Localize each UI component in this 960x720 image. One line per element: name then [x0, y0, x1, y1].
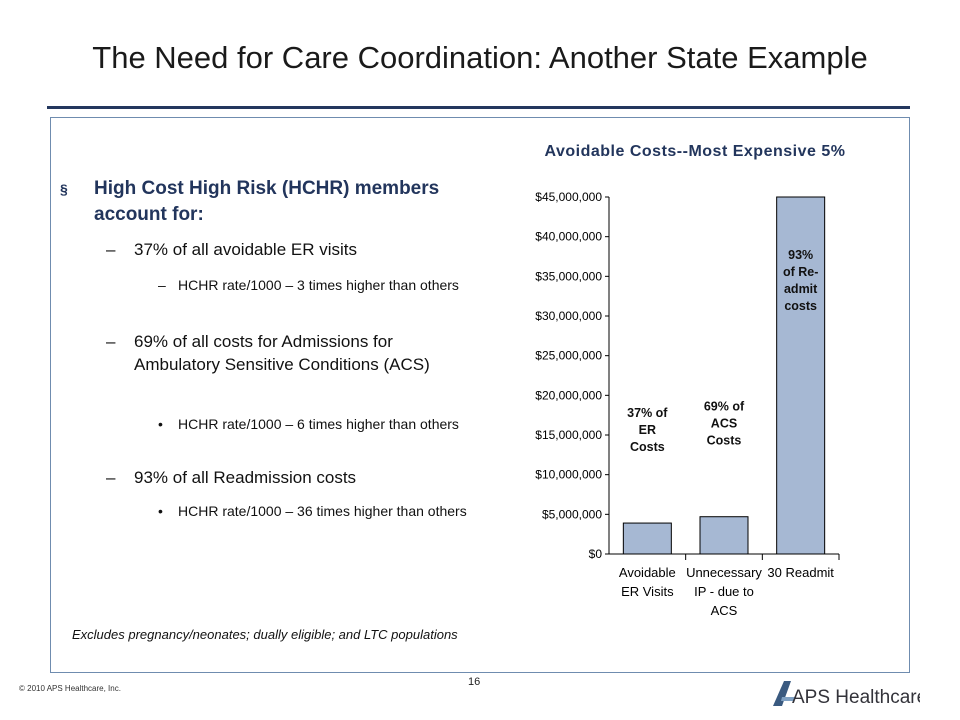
y-tick-label: $5,000,000: [542, 507, 602, 521]
y-tick-label: $0: [589, 547, 603, 561]
bar-data-label: ER: [639, 423, 656, 437]
detail-bullet-text: HCHR rate/1000 – 6 times higher than oth…: [178, 416, 459, 432]
detail-bullet-text: HCHR rate/1000 – 36 times higher than ot…: [178, 503, 467, 519]
sub-bullet-acs-admissions: – 69% of all costs for Admissions for Am…: [106, 330, 466, 376]
y-tick-label: $20,000,000: [535, 388, 602, 402]
bar-data-label: Costs: [707, 434, 742, 448]
y-tick-label: $15,000,000: [535, 428, 602, 442]
y-tick-label: $10,000,000: [535, 468, 602, 482]
detail-bullet-text: HCHR rate/1000 – 3 times higher than oth…: [178, 277, 459, 293]
logo-text: APS Healthcare: [792, 687, 920, 708]
bar-data-label: ACS: [711, 417, 737, 431]
sub-bullet-text: 69% of all costs for Admissions for Ambu…: [134, 332, 430, 374]
copyright-text: © 2010 APS Healthcare, Inc.: [19, 684, 121, 693]
page-number: 16: [468, 676, 481, 688]
detail-bullet-er-rate: – HCHR rate/1000 – 3 times higher than o…: [158, 275, 473, 295]
bar-data-label: 69% of: [704, 400, 745, 414]
bar-data-label: 93%: [788, 248, 813, 262]
lead-bullet: § High Cost High Risk (HCHR) members acc…: [60, 176, 440, 228]
bar-data-label: costs: [784, 299, 817, 313]
title-divider: [47, 106, 910, 109]
dot-marker: •: [158, 503, 163, 519]
x-tick-label: Unnecessary: [686, 565, 762, 580]
bar-data-label: Costs: [630, 440, 665, 454]
footnote: Excludes pregnancy/neonates; dually elig…: [72, 627, 458, 642]
dash-marker: –: [158, 277, 166, 293]
x-tick-label: ACS: [711, 603, 738, 618]
chart-title: Avoidable Costs--Most Expensive 5%: [544, 143, 846, 160]
sub-bullet-readmission: – 93% of all Readmission costs: [106, 466, 466, 489]
aps-healthcare-logo: APS Healthcare: [773, 681, 920, 708]
sub-bullet-er-visits: – 37% of all avoidable ER visits: [106, 238, 466, 261]
x-tick-label: Avoidable: [619, 565, 676, 580]
bar: [699, 516, 749, 555]
square-bullet-icon: §: [60, 181, 68, 197]
x-tick-label: IP - due to: [694, 584, 754, 599]
y-tick-label: $35,000,000: [535, 269, 602, 283]
y-tick-label: $25,000,000: [535, 349, 602, 363]
bar-data-label: of Re-: [783, 265, 818, 279]
slide-title: The Need for Care Coordination: Another …: [92, 40, 868, 75]
y-tick-label: $45,000,000: [535, 190, 602, 204]
content-frame: [50, 117, 910, 673]
bar-chart: $0 $5,000,000 $10,000,000 $15,000,000 $20,00…: [535, 190, 840, 618]
sub-bullet-text: 37% of all avoidable ER visits: [134, 240, 358, 259]
dot-marker: •: [158, 416, 163, 432]
bar: [776, 196, 826, 555]
dash-marker: –: [106, 332, 116, 351]
detail-bullet-readmit-rate: • HCHR rate/1000 – 36 times higher than …: [158, 501, 473, 521]
bar-data-label: admit: [784, 282, 818, 296]
x-tick-label: 30 Readmit: [767, 565, 834, 580]
y-tick-label: $30,000,000: [535, 309, 602, 323]
lead-bullet-text: High Cost High Risk (HCHR) members accou…: [94, 178, 440, 225]
bar-data-label: 37% of: [627, 406, 668, 420]
dash-marker: –: [106, 468, 116, 487]
y-tick-label: $40,000,000: [535, 230, 602, 244]
detail-bullet-acs-rate: • HCHR rate/1000 – 6 times higher than o…: [158, 414, 473, 434]
x-tick-label: ER Visits: [621, 584, 674, 599]
sub-bullet-text: 93% of all Readmission costs: [134, 468, 357, 487]
dash-marker: –: [106, 240, 116, 259]
bar: [622, 522, 672, 555]
